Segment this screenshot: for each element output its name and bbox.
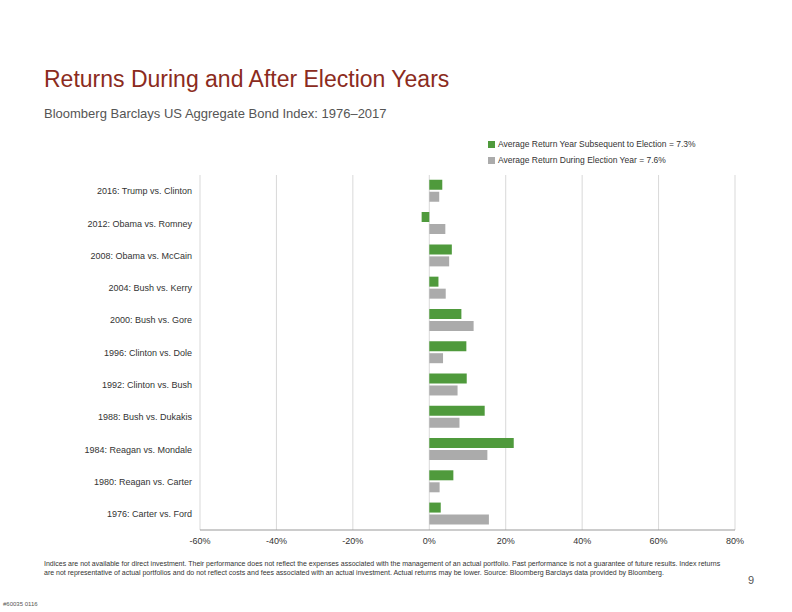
html-text:Indices are not available for: Indices are not available for direct inv…	[44, 560, 721, 576]
svg-text:20%: 20%	[497, 536, 515, 546]
svg-text:-40%: -40%	[266, 536, 287, 546]
svg-text:1976: Carter vs. Ford: 1976: Carter vs. Ford	[107, 509, 192, 519]
svg-text:60%: 60%	[650, 536, 668, 546]
svg-text:-60%: -60%	[189, 536, 210, 546]
html-text:#60035 0116: #60035 0116	[3, 601, 38, 607]
svg-text:80%: 80%	[726, 536, 744, 546]
svg-text:1992: Clinton vs. Bush: 1992: Clinton vs. Bush	[102, 380, 192, 390]
svg-text:2000: Bush vs. Gore: 2000: Bush vs. Gore	[110, 315, 192, 325]
svg-text:-20%: -20%	[342, 536, 363, 546]
svg-text:2016: Trump vs. Clinton: 2016: Trump vs. Clinton	[97, 186, 192, 196]
svg-text:2004: Bush vs. Kerry: 2004: Bush vs. Kerry	[108, 283, 192, 293]
svg-text:2012: Obama vs. Romney: 2012: Obama vs. Romney	[87, 219, 192, 229]
svg-text:40%: 40%	[573, 536, 591, 546]
svg-text:1996: Clinton vs. Dole: 1996: Clinton vs. Dole	[104, 348, 192, 358]
svg-text:1984: Reagan vs. Mondale: 1984: Reagan vs. Mondale	[84, 445, 192, 455]
svg-text:2008: Obama vs. McCain: 2008: Obama vs. McCain	[90, 251, 192, 261]
html-text:Bloomberg Barclays US Aggregat: Bloomberg Barclays US Aggregate Bond Ind…	[44, 106, 387, 121]
svg-text:0%: 0%	[423, 536, 436, 546]
html-text:Returns During and After Elect: Returns During and After Election Years	[44, 66, 450, 92]
svg-text:1980: Reagan vs. Carter: 1980: Reagan vs. Carter	[94, 477, 192, 487]
html-text:Average Return During Election: Average Return During Election Year = 7.…	[498, 155, 666, 165]
svg-text:1988: Bush vs. Dukakis: 1988: Bush vs. Dukakis	[98, 412, 193, 422]
html-text:Average Return Year Subsequent: Average Return Year Subsequent to Electi…	[498, 139, 696, 149]
html-text:9: 9	[748, 574, 755, 586]
